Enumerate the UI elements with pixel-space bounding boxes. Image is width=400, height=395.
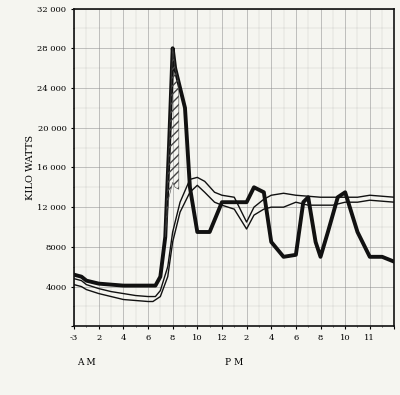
- Y-axis label: KILO WATTS: KILO WATTS: [26, 135, 34, 200]
- Text: A M: A M: [77, 358, 96, 367]
- Text: P M: P M: [225, 358, 243, 367]
